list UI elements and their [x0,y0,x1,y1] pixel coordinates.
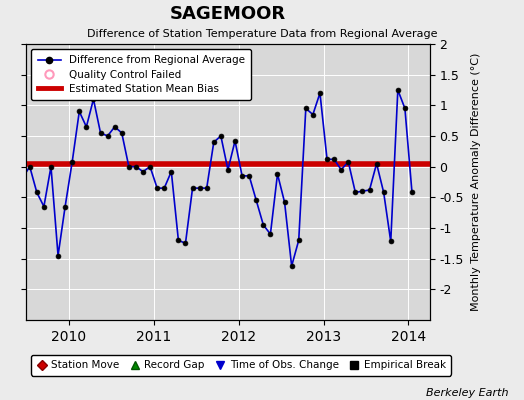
Y-axis label: Monthly Temperature Anomaly Difference (°C): Monthly Temperature Anomaly Difference (… [471,53,481,311]
Text: Difference of Station Temperature Data from Regional Average: Difference of Station Temperature Data f… [87,29,437,39]
Title: SAGEMOOR: SAGEMOOR [170,5,286,23]
Text: Berkeley Earth: Berkeley Earth [426,388,508,398]
Legend: Station Move, Record Gap, Time of Obs. Change, Empirical Break: Station Move, Record Gap, Time of Obs. C… [31,355,451,376]
